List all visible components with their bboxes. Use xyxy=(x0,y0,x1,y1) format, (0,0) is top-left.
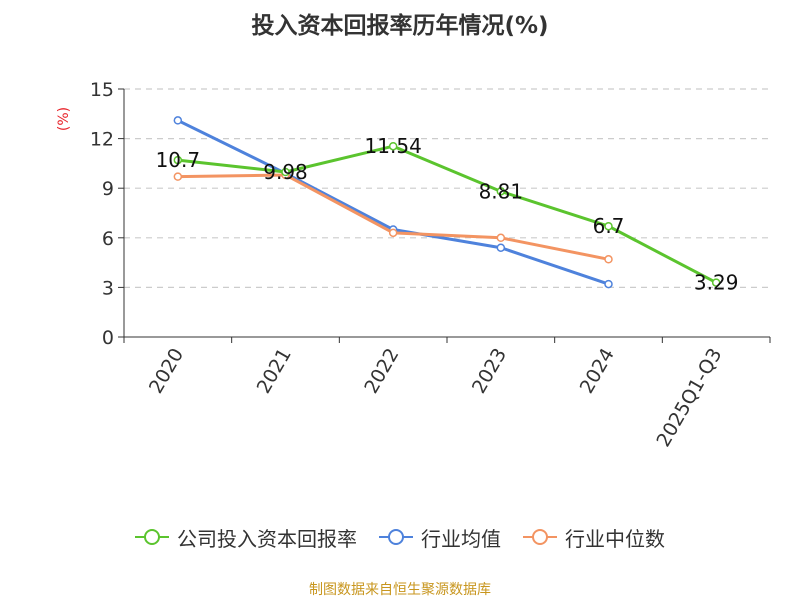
y-tick-label: 0 xyxy=(102,327,114,349)
data-point xyxy=(604,279,613,289)
data-point xyxy=(173,116,183,125)
data-point xyxy=(281,167,290,177)
data-point xyxy=(173,172,183,181)
legend-line-marker-icon xyxy=(379,529,413,545)
legend-line-marker-icon xyxy=(523,529,557,545)
data-point xyxy=(496,243,506,252)
data-point xyxy=(388,228,398,238)
y-tick-label: 9 xyxy=(102,178,114,200)
legend-item-industry-average[interactable]: 行业均值 xyxy=(379,523,501,552)
data-label: 11.54 xyxy=(365,134,422,158)
x-tick-label: 2025Q1-Q3 xyxy=(652,345,726,451)
data-point xyxy=(604,221,613,231)
x-tick-label: 2020 xyxy=(145,345,188,398)
x-tick-label: 2022 xyxy=(360,345,403,398)
data-point xyxy=(173,155,183,165)
data-point xyxy=(496,187,506,196)
data-label: 10.7 xyxy=(156,148,201,172)
y-tick-label: 3 xyxy=(102,277,114,299)
y-tick-label: 12 xyxy=(90,129,114,151)
x-tick-label: 2021 xyxy=(253,345,296,398)
legend-item-industry-median[interactable]: 行业中位数 xyxy=(523,523,665,552)
data-label: 6.7 xyxy=(593,214,625,238)
y-tick-label: 15 xyxy=(90,79,114,101)
legend-line-marker-icon xyxy=(135,529,169,545)
y-tick-label: 6 xyxy=(102,228,114,250)
legend: 公司投入资本回报率 行业均值 行业中位数 xyxy=(0,522,800,552)
data-label: 9.98 xyxy=(263,160,308,184)
legend-label-industry-median: 行业中位数 xyxy=(565,526,665,551)
data-point xyxy=(604,255,613,264)
data-point xyxy=(388,141,398,151)
series-line xyxy=(176,144,718,285)
data-point xyxy=(496,233,506,243)
data-label: 8.81 xyxy=(479,179,524,203)
x-tick-label: 2023 xyxy=(468,345,511,398)
chart-title: 投入资本回报率历年情况(%) xyxy=(251,13,549,39)
source-note: 制图数据来自恒生聚源数据库 xyxy=(309,582,491,598)
legend-label-industry-average: 行业均值 xyxy=(421,526,501,551)
data-point xyxy=(711,278,721,287)
legend-item-company[interactable]: 公司投入资本回报率 xyxy=(135,523,357,552)
data-label: 3.29 xyxy=(694,271,739,295)
legend-label-company: 公司投入资本回报率 xyxy=(177,526,357,551)
x-tick-label: 2024 xyxy=(576,345,619,398)
